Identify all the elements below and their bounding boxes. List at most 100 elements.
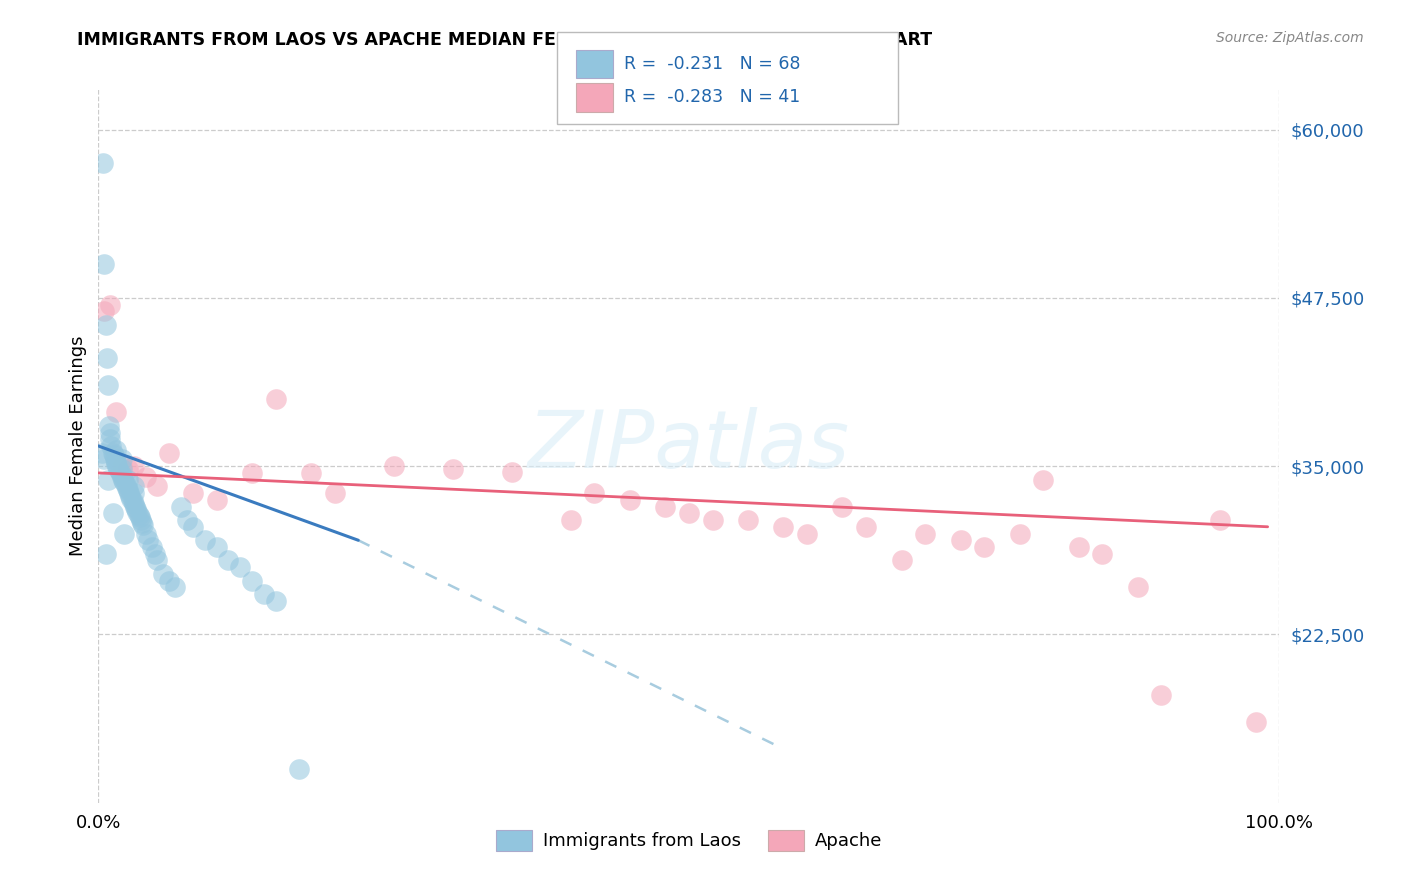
Point bbox=[1008, 526, 1031, 541]
Point bbox=[1209, 513, 1232, 527]
Point bbox=[93, 452, 115, 467]
Point bbox=[122, 497, 145, 511]
Point bbox=[127, 505, 149, 519]
Point bbox=[125, 502, 148, 516]
Point bbox=[135, 526, 157, 541]
Point bbox=[583, 486, 606, 500]
Point bbox=[299, 466, 322, 480]
Point bbox=[146, 553, 169, 567]
Point bbox=[104, 452, 127, 467]
Point bbox=[128, 510, 150, 524]
Point bbox=[737, 513, 759, 527]
Point bbox=[288, 762, 311, 776]
Point bbox=[702, 513, 724, 527]
Point bbox=[441, 462, 464, 476]
Point bbox=[619, 492, 641, 507]
Point bbox=[98, 418, 121, 433]
Point bbox=[94, 318, 117, 332]
Point bbox=[112, 526, 135, 541]
Point bbox=[91, 156, 114, 170]
Point bbox=[105, 459, 128, 474]
Point bbox=[114, 478, 136, 492]
Point bbox=[141, 540, 163, 554]
Point bbox=[121, 494, 143, 508]
Point bbox=[93, 304, 115, 318]
Point bbox=[128, 508, 150, 522]
Point bbox=[831, 500, 853, 514]
Point bbox=[107, 462, 129, 476]
Point bbox=[973, 540, 995, 554]
Point bbox=[121, 491, 143, 506]
Y-axis label: Median Female Earnings: Median Female Earnings bbox=[69, 335, 87, 557]
Point bbox=[654, 500, 676, 514]
Point bbox=[97, 378, 120, 392]
Legend: Immigrants from Laos, Apache: Immigrants from Laos, Apache bbox=[488, 822, 890, 858]
Point bbox=[143, 547, 166, 561]
Point bbox=[101, 506, 124, 520]
Point bbox=[194, 533, 217, 548]
Point bbox=[124, 500, 146, 514]
Point bbox=[240, 466, 263, 480]
Point bbox=[98, 298, 121, 312]
Point bbox=[91, 446, 114, 460]
Point bbox=[135, 470, 157, 484]
Point bbox=[98, 425, 121, 440]
Point bbox=[93, 257, 115, 271]
Point bbox=[264, 594, 287, 608]
Point bbox=[165, 580, 187, 594]
Point bbox=[772, 520, 794, 534]
Point bbox=[560, 513, 582, 527]
Point bbox=[217, 553, 239, 567]
Point bbox=[1244, 714, 1267, 729]
Point bbox=[323, 486, 346, 500]
Point bbox=[146, 479, 169, 493]
Point bbox=[170, 500, 193, 514]
Point bbox=[181, 520, 204, 534]
Point bbox=[1126, 580, 1149, 594]
Point bbox=[855, 520, 877, 534]
Point bbox=[115, 481, 138, 495]
Point bbox=[240, 574, 263, 588]
Point bbox=[229, 560, 252, 574]
Point bbox=[105, 405, 128, 419]
Point bbox=[1150, 688, 1173, 702]
Point bbox=[132, 518, 155, 533]
Point bbox=[157, 574, 180, 588]
Point bbox=[181, 486, 204, 500]
Text: Source: ZipAtlas.com: Source: ZipAtlas.com bbox=[1216, 31, 1364, 45]
Point bbox=[108, 465, 131, 479]
Point bbox=[111, 470, 134, 484]
Point bbox=[122, 486, 145, 500]
Point bbox=[382, 459, 405, 474]
Point bbox=[890, 553, 912, 567]
Point bbox=[101, 446, 124, 460]
Point bbox=[112, 473, 135, 487]
Point bbox=[796, 526, 818, 541]
Point bbox=[1091, 547, 1114, 561]
Point bbox=[131, 516, 153, 530]
Point bbox=[501, 465, 523, 479]
Point bbox=[112, 475, 135, 490]
Point bbox=[678, 506, 700, 520]
Point bbox=[94, 547, 117, 561]
Point bbox=[100, 439, 122, 453]
Point bbox=[105, 457, 128, 471]
Point bbox=[152, 566, 174, 581]
Point bbox=[1067, 540, 1090, 554]
Point bbox=[103, 449, 125, 463]
Point bbox=[96, 351, 118, 366]
Point bbox=[157, 446, 180, 460]
Point bbox=[122, 459, 145, 474]
Point bbox=[117, 473, 139, 487]
Point bbox=[98, 432, 121, 446]
Point bbox=[122, 479, 145, 493]
Text: R =  -0.231   N = 68: R = -0.231 N = 68 bbox=[624, 55, 801, 73]
Point bbox=[176, 513, 198, 527]
Text: R =  -0.283   N = 41: R = -0.283 N = 41 bbox=[624, 88, 800, 106]
Text: ZIPatlas: ZIPatlas bbox=[527, 407, 851, 485]
Point bbox=[914, 526, 936, 541]
Point bbox=[129, 513, 152, 527]
Point bbox=[105, 455, 128, 469]
Text: IMMIGRANTS FROM LAOS VS APACHE MEDIAN FEMALE EARNINGS CORRELATION CHART: IMMIGRANTS FROM LAOS VS APACHE MEDIAN FE… bbox=[77, 31, 932, 49]
Point bbox=[1032, 473, 1054, 487]
